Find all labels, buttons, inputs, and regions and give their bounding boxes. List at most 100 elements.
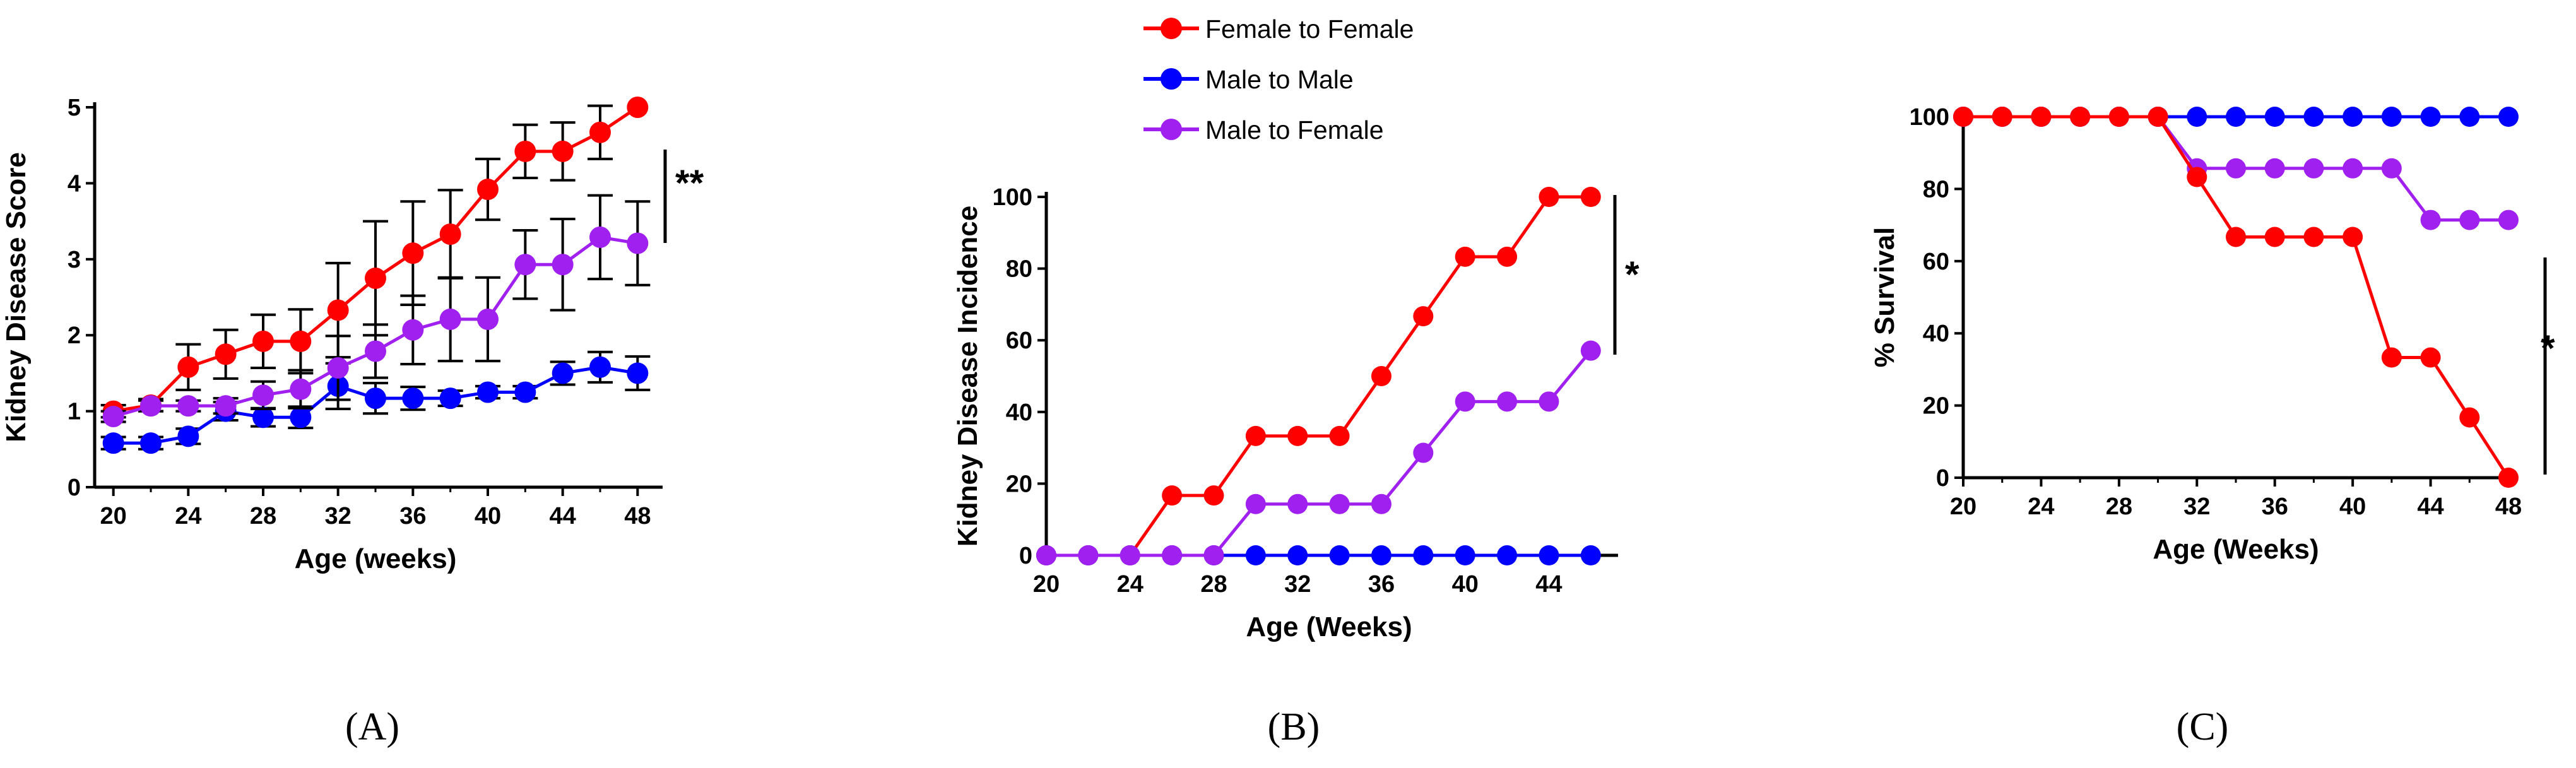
panel-b-point-male-to-male [1413, 545, 1434, 565]
panel-b-point-male-to-female [1245, 493, 1266, 514]
panel-b-point-female-to-female [1162, 485, 1183, 506]
panel-b-point-female-to-female [1329, 425, 1350, 446]
panel-c-point-female-to-female [2498, 468, 2519, 488]
panel-a-y-tick-label: 5 [68, 95, 81, 121]
panel-b-point-female-to-female [1287, 425, 1308, 446]
panel-c-point-male-to-female [2498, 210, 2519, 230]
panel-a-point-male-to-male [552, 362, 574, 384]
panel-b-x-tick-label: 44 [1535, 571, 1562, 598]
panel-a-x-axis-title: Age (weeks) [295, 543, 457, 574]
panel-c-point-male-to-male [2459, 107, 2480, 127]
panel-b-point-male-to-female [1120, 545, 1140, 565]
panel-c-point-female-to-female [2148, 107, 2168, 127]
panel-b-label: (B) [1268, 706, 1320, 748]
panel-c-point-female-to-female [2226, 227, 2246, 247]
panel-c-point-male-to-female [2420, 210, 2441, 230]
panel-c-point-female-to-female [2343, 227, 2363, 247]
panel-a-point-male-to-female [402, 319, 424, 341]
panel-b-x-tick-label: 28 [1200, 571, 1227, 598]
panel-a-point-male-to-male [439, 387, 461, 410]
panel-b-point-female-to-female [1539, 187, 1559, 207]
panel-a-y-tick-label: 2 [68, 322, 81, 349]
panel-b-y-tick-label: 60 [1006, 328, 1032, 354]
panel-b-x-tick-label: 32 [1284, 571, 1311, 598]
panel-b-point-female-to-female [1497, 246, 1518, 267]
panel-b-x-tick-label: 40 [1452, 571, 1479, 598]
panel-c-point-male-to-male [2381, 107, 2402, 127]
panel-c-point-male-to-male [2226, 107, 2246, 127]
panel-a-x-tick-label: 40 [475, 503, 501, 529]
panel-a-x-tick-label: 24 [175, 503, 201, 529]
panel-a-point-female-to-female [327, 299, 349, 321]
panel-b-x-tick-label: 36 [1368, 571, 1395, 598]
panel-b-series-line-male-to-female [1046, 350, 1592, 557]
panel-b-point-male-to-female [1371, 493, 1391, 514]
panel-b-point-male-to-male [1455, 545, 1475, 565]
panel-b-point-male-to-female [1539, 391, 1559, 412]
panel-a-x-tick-label: 36 [399, 503, 426, 529]
panel-c-x-tick-label: 24 [2028, 493, 2054, 520]
panel-a-point-male-to-male [102, 432, 124, 454]
panel-a-point-male-to-male [477, 381, 499, 403]
panel-a-point-male-to-female [290, 378, 312, 400]
panel-b-point-male-to-male [1580, 545, 1601, 565]
panel-b-point-female-to-female [1371, 366, 1391, 386]
panel-b-significance-label: * [1625, 254, 1640, 295]
panel-c-y-tick-label: 40 [1923, 321, 1949, 347]
panel-c-point-male-to-male [2498, 107, 2519, 127]
panel-c-x-tick-label: 20 [1950, 493, 1976, 520]
panel-c-significance-label: * [2541, 328, 2555, 369]
panel-b-point-male-to-male [1539, 545, 1559, 565]
panel-a-y-tick-label: 1 [68, 399, 81, 425]
panel-c-point-male-to-male [2420, 107, 2441, 127]
panel-a-chart: 0 1 2 3 4 5 20 24 28 32 36 40 44 48 Age (weeks) Kidney … [1, 95, 704, 748]
panel-b-point-male-to-female [1287, 493, 1308, 514]
panel-c-point-female-to-female [2420, 347, 2441, 368]
panel-a-point-male-to-male [290, 406, 312, 428]
panel-b-point-male-to-female [1329, 493, 1350, 514]
panel-a-y-axis-title: Kidney Disease Score [1, 152, 32, 442]
panel-c-point-female-to-female [2031, 107, 2052, 127]
panel-b-point-male-to-female [1413, 442, 1434, 463]
panel-b-y-tick-label: 80 [1006, 256, 1032, 283]
panel-c-y-tick-label: 0 [1936, 465, 1949, 492]
panel-a-point-female-to-female [514, 140, 536, 162]
panel-a-point-male-to-male [589, 356, 611, 378]
panel-a-x-tick-label: 28 [250, 503, 276, 529]
panel-c-x-tick-label: 44 [2417, 493, 2443, 520]
panel-b-point-male-to-female [1455, 391, 1475, 412]
panel-b-point-male-to-male [1371, 545, 1391, 565]
panel-c-point-male-to-female [2303, 158, 2324, 179]
panel-c-point-male-to-female [2264, 158, 2285, 179]
legend-label-female-to-female: Female to Female [1205, 15, 1414, 44]
panel-b-point-male-to-female [1497, 391, 1518, 412]
panel-a-point-male-to-female [589, 226, 611, 248]
panel-b-x-tick-label: 20 [1033, 571, 1060, 598]
panel-a-point-male-to-female [215, 395, 237, 417]
panel-b-point-female-to-female [1203, 485, 1224, 506]
panel-a-point-male-to-female [477, 308, 499, 330]
panel-b-y-tick-label: 40 [1006, 399, 1032, 426]
panel-c-point-female-to-female [1953, 107, 1973, 127]
panel-c-y-axis-title: % Survival [1869, 227, 1900, 368]
panel-a-point-female-to-female [252, 330, 274, 352]
panel-b-point-female-to-female [1580, 187, 1601, 207]
panel-a-point-male-to-female [252, 384, 274, 406]
panel-a-y-tick-label: 4 [68, 170, 81, 197]
panel-a-y-tick-label: 3 [68, 247, 81, 273]
panel-a-label: (A) [345, 706, 399, 748]
panel-a-point-male-to-male [252, 406, 274, 428]
panel-a-point-male-to-female [177, 395, 199, 417]
panel-b-point-female-to-female [1455, 246, 1475, 267]
panel-b-point-male-to-male [1245, 545, 1266, 565]
panel-c-point-female-to-female [1992, 107, 2012, 127]
panel-b-y-tick-label: 0 [1019, 543, 1032, 569]
panel-a-point-female-to-female [402, 242, 424, 264]
panel-a-y-tick-label: 0 [68, 475, 81, 501]
panel-c-x-tick-label: 48 [2495, 493, 2522, 520]
panel-c-x-tick-label: 40 [2339, 493, 2366, 520]
panel-a-point-male-to-female [627, 232, 649, 254]
panel-c-point-male-to-female [2343, 158, 2363, 179]
panel-b-x-tick-label: 24 [1117, 571, 1143, 598]
panel-b-point-male-to-female [1036, 545, 1056, 565]
